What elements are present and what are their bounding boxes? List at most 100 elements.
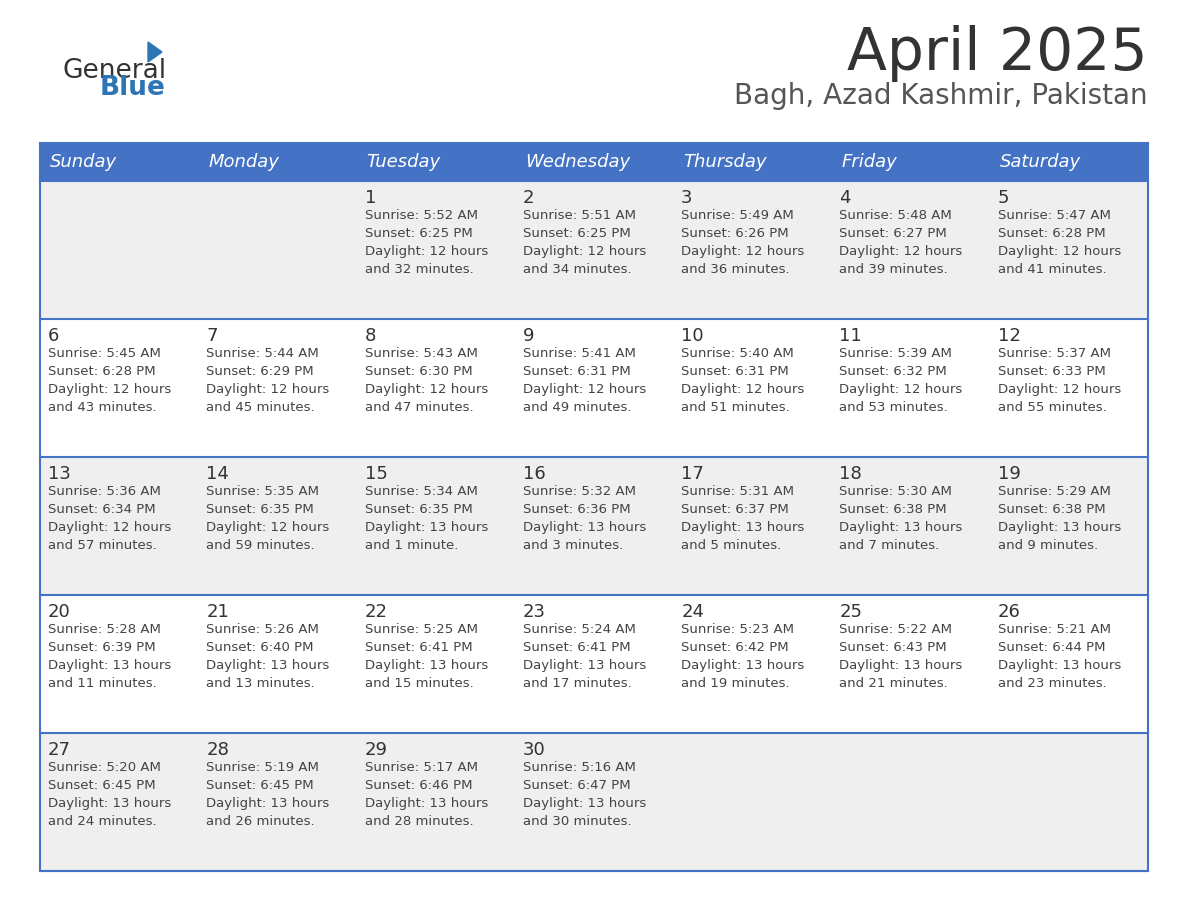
Text: General: General xyxy=(63,58,168,84)
Text: Daylight: 12 hours: Daylight: 12 hours xyxy=(48,383,171,396)
Text: 16: 16 xyxy=(523,465,545,483)
Bar xyxy=(40,143,198,181)
Text: Sunrise: 5:29 AM: Sunrise: 5:29 AM xyxy=(998,485,1111,498)
Bar xyxy=(832,595,990,733)
Text: Sunset: 6:38 PM: Sunset: 6:38 PM xyxy=(840,503,947,516)
Text: April 2025: April 2025 xyxy=(847,25,1148,82)
Text: and 26 minutes.: and 26 minutes. xyxy=(207,815,315,828)
Text: Sunrise: 5:30 AM: Sunrise: 5:30 AM xyxy=(840,485,953,498)
Bar xyxy=(514,457,674,595)
Text: 3: 3 xyxy=(681,189,693,207)
Text: Sunset: 6:35 PM: Sunset: 6:35 PM xyxy=(207,503,314,516)
Text: and 17 minutes.: and 17 minutes. xyxy=(523,677,632,690)
Text: Sunday: Sunday xyxy=(50,153,118,171)
Text: Daylight: 12 hours: Daylight: 12 hours xyxy=(840,383,962,396)
Text: Daylight: 13 hours: Daylight: 13 hours xyxy=(681,659,804,672)
Text: Daylight: 12 hours: Daylight: 12 hours xyxy=(840,245,962,258)
Bar xyxy=(832,733,990,871)
Text: 21: 21 xyxy=(207,603,229,621)
Text: Daylight: 13 hours: Daylight: 13 hours xyxy=(681,521,804,534)
Text: 26: 26 xyxy=(998,603,1020,621)
Text: 6: 6 xyxy=(48,327,59,345)
Text: Sunrise: 5:35 AM: Sunrise: 5:35 AM xyxy=(207,485,320,498)
Text: Daylight: 13 hours: Daylight: 13 hours xyxy=(48,659,171,672)
Bar xyxy=(356,143,514,181)
Text: Daylight: 13 hours: Daylight: 13 hours xyxy=(998,659,1121,672)
Text: Sunrise: 5:24 AM: Sunrise: 5:24 AM xyxy=(523,623,636,636)
Text: Sunrise: 5:26 AM: Sunrise: 5:26 AM xyxy=(207,623,320,636)
Text: and 24 minutes.: and 24 minutes. xyxy=(48,815,157,828)
Text: Bagh, Azad Kashmir, Pakistan: Bagh, Azad Kashmir, Pakistan xyxy=(734,82,1148,110)
Text: 19: 19 xyxy=(998,465,1020,483)
Text: Daylight: 13 hours: Daylight: 13 hours xyxy=(365,797,488,810)
Text: 4: 4 xyxy=(840,189,851,207)
Text: 17: 17 xyxy=(681,465,704,483)
Text: 7: 7 xyxy=(207,327,217,345)
Text: 20: 20 xyxy=(48,603,71,621)
Text: Sunset: 6:41 PM: Sunset: 6:41 PM xyxy=(523,641,631,654)
Bar xyxy=(990,181,1148,319)
Text: and 53 minutes.: and 53 minutes. xyxy=(840,401,948,414)
Text: Sunset: 6:30 PM: Sunset: 6:30 PM xyxy=(365,365,472,378)
Text: 14: 14 xyxy=(207,465,229,483)
Bar xyxy=(356,457,514,595)
Text: Sunset: 6:47 PM: Sunset: 6:47 PM xyxy=(523,779,631,792)
Text: Daylight: 13 hours: Daylight: 13 hours xyxy=(840,659,962,672)
Text: Sunrise: 5:19 AM: Sunrise: 5:19 AM xyxy=(207,761,320,774)
Text: Saturday: Saturday xyxy=(1000,153,1081,171)
Text: Sunrise: 5:47 AM: Sunrise: 5:47 AM xyxy=(998,209,1111,222)
Text: Sunrise: 5:21 AM: Sunrise: 5:21 AM xyxy=(998,623,1111,636)
Bar xyxy=(674,595,832,733)
Bar xyxy=(514,595,674,733)
Text: 12: 12 xyxy=(998,327,1020,345)
Text: and 45 minutes.: and 45 minutes. xyxy=(207,401,315,414)
Text: Friday: Friday xyxy=(841,153,897,171)
Bar xyxy=(990,733,1148,871)
Text: Sunset: 6:32 PM: Sunset: 6:32 PM xyxy=(840,365,947,378)
Text: Sunset: 6:41 PM: Sunset: 6:41 PM xyxy=(365,641,472,654)
Polygon shape xyxy=(148,42,162,62)
Bar xyxy=(198,319,356,457)
Text: Sunset: 6:39 PM: Sunset: 6:39 PM xyxy=(48,641,156,654)
Bar xyxy=(832,457,990,595)
Text: Sunset: 6:40 PM: Sunset: 6:40 PM xyxy=(207,641,314,654)
Text: Sunset: 6:44 PM: Sunset: 6:44 PM xyxy=(998,641,1105,654)
Text: Thursday: Thursday xyxy=(683,153,766,171)
Text: and 59 minutes.: and 59 minutes. xyxy=(207,539,315,552)
Bar xyxy=(40,595,198,733)
Text: Sunset: 6:45 PM: Sunset: 6:45 PM xyxy=(207,779,314,792)
Bar xyxy=(674,319,832,457)
Text: Sunrise: 5:36 AM: Sunrise: 5:36 AM xyxy=(48,485,160,498)
Text: Daylight: 12 hours: Daylight: 12 hours xyxy=(998,245,1121,258)
Text: 2: 2 xyxy=(523,189,535,207)
Bar xyxy=(674,181,832,319)
Text: Sunset: 6:25 PM: Sunset: 6:25 PM xyxy=(523,227,631,240)
Text: Blue: Blue xyxy=(100,75,166,101)
Text: Sunrise: 5:28 AM: Sunrise: 5:28 AM xyxy=(48,623,160,636)
Bar xyxy=(40,181,198,319)
Text: Daylight: 13 hours: Daylight: 13 hours xyxy=(998,521,1121,534)
Text: Sunset: 6:27 PM: Sunset: 6:27 PM xyxy=(840,227,947,240)
Text: Sunset: 6:37 PM: Sunset: 6:37 PM xyxy=(681,503,789,516)
Bar xyxy=(514,319,674,457)
Text: and 34 minutes.: and 34 minutes. xyxy=(523,263,632,276)
Text: and 57 minutes.: and 57 minutes. xyxy=(48,539,157,552)
Bar xyxy=(40,319,198,457)
Bar xyxy=(514,181,674,319)
Bar xyxy=(356,733,514,871)
Text: Daylight: 12 hours: Daylight: 12 hours xyxy=(365,383,488,396)
Bar xyxy=(832,181,990,319)
Text: 24: 24 xyxy=(681,603,704,621)
Bar xyxy=(832,319,990,457)
Text: and 23 minutes.: and 23 minutes. xyxy=(998,677,1106,690)
Text: Sunrise: 5:20 AM: Sunrise: 5:20 AM xyxy=(48,761,160,774)
Bar xyxy=(514,143,674,181)
Bar xyxy=(990,319,1148,457)
Text: Sunrise: 5:23 AM: Sunrise: 5:23 AM xyxy=(681,623,794,636)
Text: Daylight: 12 hours: Daylight: 12 hours xyxy=(681,245,804,258)
Text: 18: 18 xyxy=(840,465,862,483)
Text: Sunset: 6:25 PM: Sunset: 6:25 PM xyxy=(365,227,473,240)
Text: and 9 minutes.: and 9 minutes. xyxy=(998,539,1098,552)
Text: and 39 minutes.: and 39 minutes. xyxy=(840,263,948,276)
Bar xyxy=(674,457,832,595)
